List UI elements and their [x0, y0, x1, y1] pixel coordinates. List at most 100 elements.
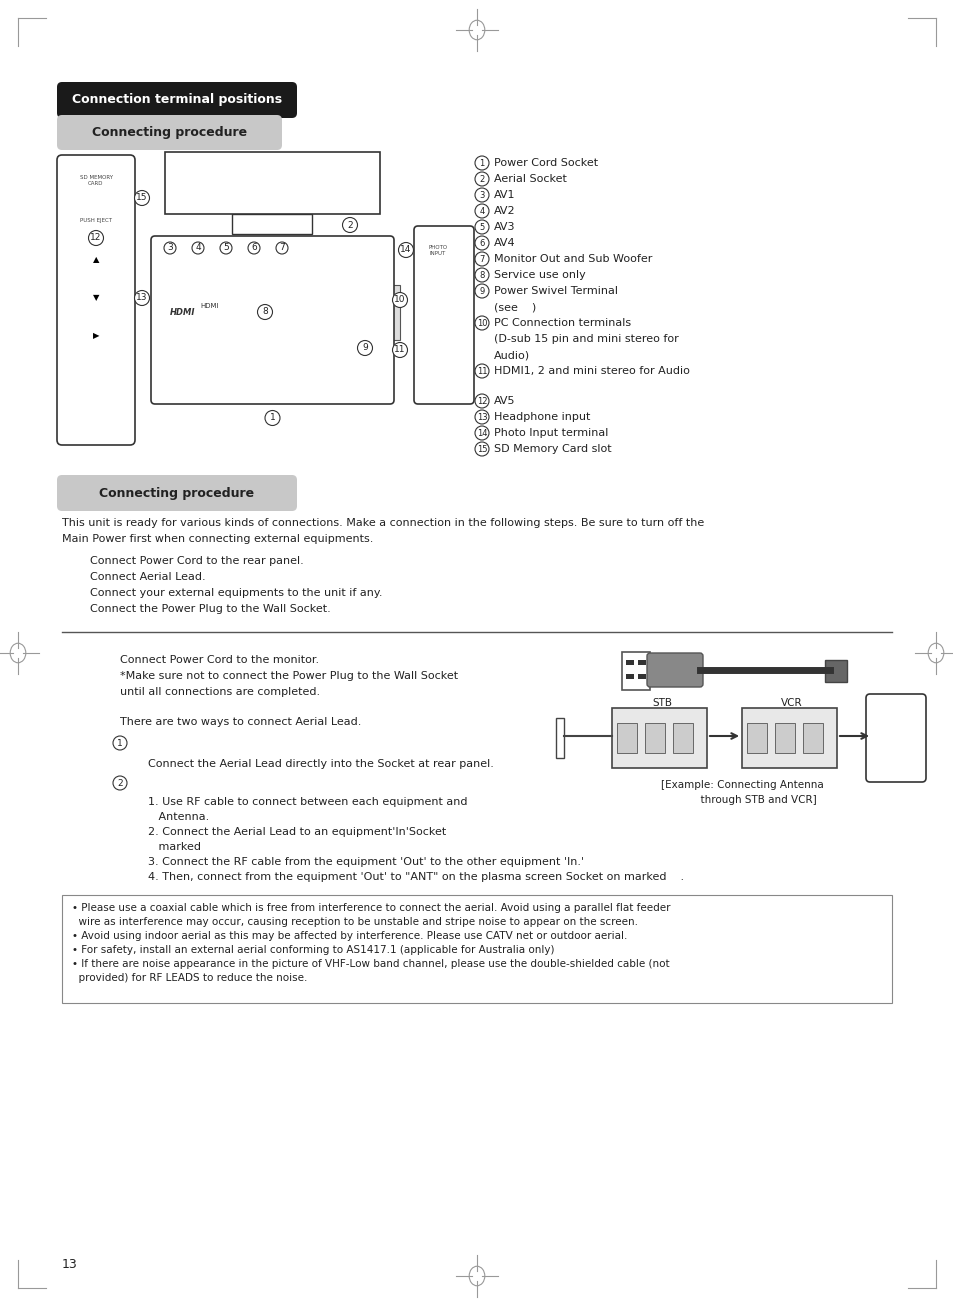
Bar: [245, 260, 263, 295]
FancyBboxPatch shape: [646, 653, 702, 687]
Bar: [638, 674, 645, 679]
Circle shape: [475, 252, 489, 266]
Text: 8: 8: [478, 270, 484, 279]
Text: 13: 13: [62, 1258, 77, 1271]
Text: • For safety, install an external aerial conforming to AS1417.1 (applicable for : • For safety, install an external aerial…: [71, 946, 554, 955]
Circle shape: [475, 268, 489, 282]
Text: STB: STB: [651, 697, 671, 708]
Text: 2. Connect the Aerial Lead to an equipment'In'Socket: 2. Connect the Aerial Lead to an equipme…: [148, 827, 446, 837]
Text: HDMI: HDMI: [200, 303, 219, 310]
Text: *Make sure not to connect the Power Plug to the Wall Socket: *Make sure not to connect the Power Plug…: [120, 671, 457, 680]
Text: Photo Input terminal: Photo Input terminal: [494, 428, 608, 438]
Text: 1: 1: [117, 738, 123, 747]
Text: PUSH EJECT: PUSH EJECT: [80, 218, 112, 223]
Text: 3. Connect the RF cable from the equipment 'Out' to the other equipment 'In.': 3. Connect the RF cable from the equipme…: [148, 857, 583, 867]
Text: VCR: VCR: [781, 697, 802, 708]
Bar: [189, 260, 207, 295]
Text: PC Connection terminals: PC Connection terminals: [494, 317, 631, 328]
FancyBboxPatch shape: [57, 82, 296, 118]
Text: [Example: Connecting Antenna: [Example: Connecting Antenna: [659, 780, 822, 790]
Circle shape: [475, 204, 489, 218]
Circle shape: [475, 394, 489, 407]
Text: Headphone input: Headphone input: [494, 411, 590, 422]
Text: Connect Aerial Lead.: Connect Aerial Lead.: [90, 572, 206, 582]
Text: 5: 5: [478, 222, 484, 231]
Text: until all connections are completed.: until all connections are completed.: [120, 687, 320, 697]
Text: 1. Use RF cable to connect between each equipment and: 1. Use RF cable to connect between each …: [148, 797, 467, 807]
FancyBboxPatch shape: [57, 475, 296, 511]
Circle shape: [475, 410, 489, 424]
Circle shape: [89, 230, 103, 246]
Text: PHOTO
INPUT: PHOTO INPUT: [428, 246, 447, 256]
FancyBboxPatch shape: [865, 693, 925, 782]
Bar: [232, 214, 312, 234]
Text: 7: 7: [279, 243, 285, 252]
Bar: [612, 708, 706, 768]
Text: 14: 14: [400, 246, 412, 255]
Text: (D-sub 15 pin and mini stereo for: (D-sub 15 pin and mini stereo for: [494, 334, 678, 343]
Circle shape: [392, 342, 407, 358]
Circle shape: [342, 218, 357, 232]
Text: Power Cord Socket: Power Cord Socket: [494, 158, 598, 168]
Text: Connecting procedure: Connecting procedure: [91, 125, 247, 138]
Bar: [161, 260, 179, 295]
Text: 8: 8: [262, 307, 268, 316]
Text: 12: 12: [476, 397, 487, 405]
Circle shape: [357, 341, 372, 355]
Circle shape: [475, 172, 489, 185]
Text: HDMI1, 2 and mini stereo for Audio: HDMI1, 2 and mini stereo for Audio: [494, 366, 689, 376]
Text: Connect the Power Plug to the Wall Socket.: Connect the Power Plug to the Wall Socke…: [90, 603, 331, 614]
Text: 1: 1: [270, 414, 275, 423]
Circle shape: [85, 287, 107, 310]
Text: 2: 2: [117, 778, 123, 788]
Text: Monitor Out and Sub Woofer: Monitor Out and Sub Woofer: [494, 253, 652, 264]
Text: 10: 10: [476, 319, 487, 328]
FancyBboxPatch shape: [57, 155, 135, 445]
Text: 10: 10: [394, 295, 405, 304]
Text: ▼: ▼: [92, 294, 99, 303]
Text: 6: 6: [251, 243, 256, 252]
Circle shape: [275, 242, 288, 253]
Circle shape: [192, 242, 204, 253]
Text: 3: 3: [478, 191, 484, 200]
Bar: [824, 660, 846, 682]
Text: 2: 2: [478, 175, 484, 184]
Text: HDMI: HDMI: [170, 308, 195, 317]
Circle shape: [112, 776, 127, 790]
Text: Aerial Socket: Aerial Socket: [494, 174, 566, 184]
Bar: [375, 285, 399, 340]
FancyBboxPatch shape: [57, 115, 282, 150]
Text: Connect your external equipments to the unit if any.: Connect your external equipments to the …: [90, 588, 382, 598]
Circle shape: [475, 364, 489, 377]
Text: • If there are noise appearance in the picture of VHF-Low band channel, please u: • If there are noise appearance in the p…: [71, 959, 669, 969]
Bar: [617, 724, 637, 754]
Circle shape: [85, 363, 107, 385]
Circle shape: [434, 285, 454, 306]
Text: AV4: AV4: [494, 238, 515, 248]
Text: 5: 5: [223, 243, 229, 252]
Text: 4: 4: [478, 206, 484, 215]
Text: AV5: AV5: [494, 396, 515, 406]
Circle shape: [434, 313, 454, 333]
Text: 13: 13: [476, 413, 487, 422]
Circle shape: [475, 155, 489, 170]
Text: There are two ways to connect Aerial Lead.: There are two ways to connect Aerial Lea…: [120, 717, 361, 727]
Circle shape: [257, 304, 273, 320]
Circle shape: [475, 316, 489, 330]
Bar: [644, 724, 664, 754]
Text: marked: marked: [148, 842, 201, 852]
Text: SD Memory Card slot: SD Memory Card slot: [494, 444, 611, 454]
Text: wire as interference may occur, causing reception to be unstable and stripe nois: wire as interference may occur, causing …: [71, 917, 638, 927]
Circle shape: [112, 737, 127, 750]
Bar: [625, 674, 634, 679]
Text: AV3: AV3: [494, 222, 515, 232]
Circle shape: [134, 290, 150, 306]
Text: ▲: ▲: [92, 256, 99, 265]
Bar: [746, 724, 766, 754]
Circle shape: [220, 242, 232, 253]
Bar: [62, 895, 891, 1003]
Bar: [638, 660, 645, 665]
Circle shape: [475, 283, 489, 298]
Text: AV2: AV2: [494, 206, 515, 215]
Text: • Avoid using indoor aerial as this may be affected by interference. Please use : • Avoid using indoor aerial as this may …: [71, 931, 627, 942]
